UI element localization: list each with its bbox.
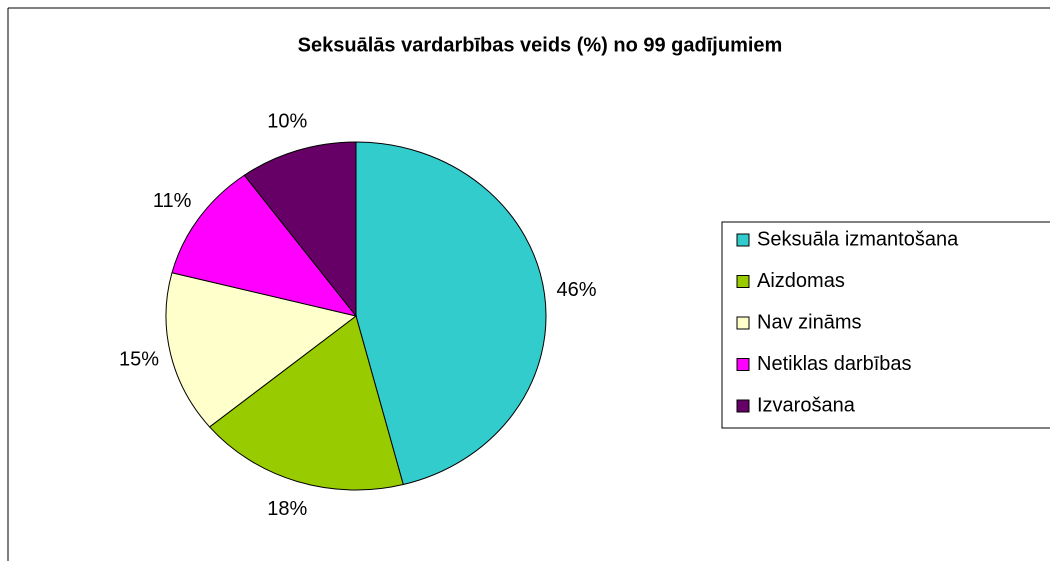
- chart-title: Seksuālās vardarbības veids (%) no 99 ga…: [298, 34, 783, 56]
- data-label: 11%: [153, 190, 192, 212]
- pie-slice: [171, 174, 358, 317]
- pie-slice: [355, 141, 547, 486]
- legend-swatch: [736, 358, 750, 371]
- pie-slice: [208, 315, 404, 491]
- data-label: 10%: [267, 111, 307, 133]
- legend-box: [721, 221, 1050, 429]
- legend-label: Aizdomas: [757, 270, 845, 292]
- data-label: 46%: [557, 279, 597, 301]
- legend-label: Seksuāla izmantošana: [757, 228, 959, 250]
- pie-slice: [165, 272, 358, 428]
- data-label: 18%: [267, 498, 307, 520]
- legend-label: Netiklas darbības: [757, 353, 912, 375]
- legend-swatch: [736, 275, 750, 288]
- legend-swatch: [736, 399, 750, 413]
- legend-label: Nav zināms: [757, 311, 861, 333]
- pie-slice: [243, 141, 357, 318]
- legend-swatch: [736, 316, 750, 330]
- data-label: 15%: [119, 349, 159, 371]
- legend-label: Izvarošana: [757, 394, 856, 416]
- legend-swatch: [736, 233, 750, 247]
